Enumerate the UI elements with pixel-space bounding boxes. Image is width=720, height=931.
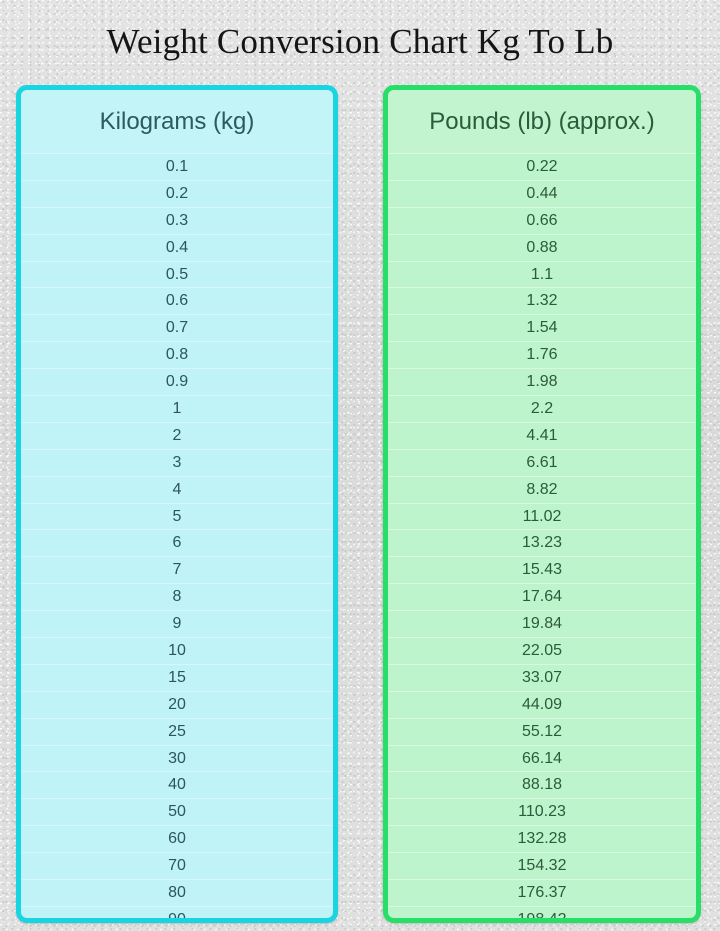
table-row: 0.22 bbox=[388, 153, 696, 180]
pounds-column-header: Pounds (lb) (approx.) bbox=[388, 90, 696, 153]
table-row: 9 bbox=[21, 610, 333, 637]
table-row: 6 bbox=[21, 529, 333, 556]
table-row: 1.98 bbox=[388, 368, 696, 395]
table-row: 0.3 bbox=[21, 206, 333, 234]
table-row: 10 bbox=[21, 637, 333, 664]
table-row: 80 bbox=[21, 879, 333, 906]
table-row: 6.61 bbox=[388, 448, 696, 476]
kilograms-column-card: Kilograms (kg) 0.1 0.2 0.3 0.4 0.5 0.6 0.7 0.8 0… bbox=[16, 85, 338, 923]
page-title: Weight Conversion Chart Kg To Lb bbox=[106, 22, 614, 61]
table-row: 0.88 bbox=[388, 233, 696, 261]
table-row: 0.1 bbox=[21, 153, 333, 180]
table-row: 110.23 bbox=[388, 798, 696, 825]
table-row: 1.76 bbox=[388, 341, 696, 368]
table-row: 13.23 bbox=[388, 529, 696, 556]
table-row: 60 bbox=[21, 825, 333, 852]
table-row: 7 bbox=[21, 556, 333, 583]
table-row: 20 bbox=[21, 690, 333, 718]
table-row: 1.54 bbox=[388, 314, 696, 341]
table-row: 5 bbox=[21, 502, 333, 530]
table-row: 198.42 bbox=[388, 905, 696, 918]
table-row: 0.9 bbox=[21, 368, 333, 395]
table-row: 0.66 bbox=[388, 206, 696, 234]
table-row: 44.09 bbox=[388, 690, 696, 718]
table-row: 15 bbox=[21, 663, 333, 691]
table-row: 8 bbox=[21, 583, 333, 610]
table-row: 17.64 bbox=[388, 583, 696, 610]
kilograms-column-header: Kilograms (kg) bbox=[21, 90, 333, 153]
table-row: 2 bbox=[21, 421, 333, 449]
table-row: 1 bbox=[21, 395, 333, 422]
table-row: 55.12 bbox=[388, 717, 696, 745]
table-row: 70 bbox=[21, 852, 333, 879]
table-row: 132.28 bbox=[388, 825, 696, 852]
table-row: 11.02 bbox=[388, 502, 696, 530]
table-row: 0.8 bbox=[21, 341, 333, 368]
table-row: 2.2 bbox=[388, 395, 696, 422]
table-row: 0.44 bbox=[388, 179, 696, 207]
table-row: 40 bbox=[21, 771, 333, 798]
table-row: 66.14 bbox=[388, 744, 696, 772]
kilograms-value-list: 0.1 0.2 0.3 0.4 0.5 0.6 0.7 0.8 0.9 1 2 3 4 5 6 7 8 9 10 15… bbox=[21, 153, 333, 918]
table-row: 15.43 bbox=[388, 556, 696, 583]
table-row: 0.7 bbox=[21, 314, 333, 341]
pounds-value-list: 0.22 0.44 0.66 0.88 1.1 1.32 1.54 1.76 1.98 2.2 4.… bbox=[388, 153, 696, 918]
table-row: 154.32 bbox=[388, 852, 696, 879]
table-row: 8.82 bbox=[388, 475, 696, 503]
pounds-column-card: Pounds (lb) (approx.) 0.22 0.44 0.66 0.88 1.… bbox=[383, 85, 701, 923]
table-row: 0.2 bbox=[21, 179, 333, 207]
table-row: 33.07 bbox=[388, 663, 696, 691]
table-row: 30 bbox=[21, 744, 333, 772]
table-row: 1.1 bbox=[388, 260, 696, 288]
table-row: 19.84 bbox=[388, 610, 696, 637]
table-row: 22.05 bbox=[388, 637, 696, 664]
table-row: 50 bbox=[21, 798, 333, 825]
table-row: 0.5 bbox=[21, 260, 333, 288]
table-row: 176.37 bbox=[388, 879, 696, 906]
table-row: 25 bbox=[21, 717, 333, 745]
table-row: 0.6 bbox=[21, 287, 333, 314]
table-row: 1.32 bbox=[388, 287, 696, 314]
table-row: 0.4 bbox=[21, 233, 333, 261]
table-row: 88.18 bbox=[388, 771, 696, 798]
table-row: 3 bbox=[21, 448, 333, 476]
table-row: 4.41 bbox=[388, 421, 696, 449]
table-row: 4 bbox=[21, 475, 333, 503]
table-row: 90 bbox=[21, 905, 333, 918]
